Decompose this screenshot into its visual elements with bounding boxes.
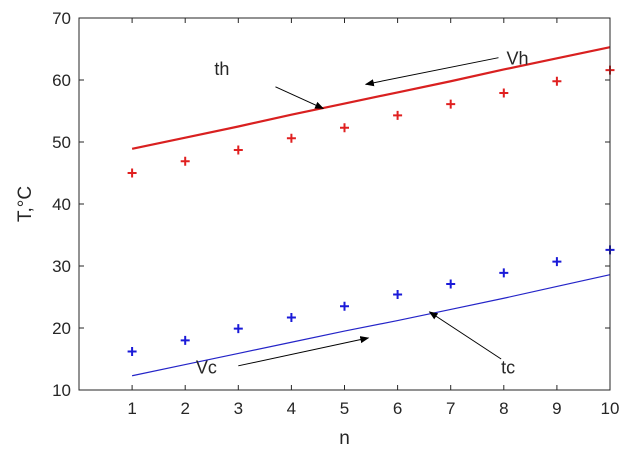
y-axis-label: T,°C [15, 186, 36, 222]
x-tick-label: 1 [127, 399, 136, 418]
x-tick-label: 6 [393, 399, 402, 418]
data-point-vh [286, 133, 296, 143]
data-point-vh [499, 88, 509, 98]
data-point-vc [446, 279, 456, 289]
annotation-label-vc: Vc [196, 358, 217, 378]
x-tick-label: 5 [340, 399, 349, 418]
data-point-vh [340, 123, 349, 133]
series-layer [127, 46, 615, 377]
y-tick-label: 40 [52, 195, 71, 214]
series-line-th [131, 46, 611, 150]
data-point-vc [286, 312, 296, 322]
data-point-vh [233, 145, 243, 155]
annotation-label-th: th [214, 59, 229, 79]
data-point-vc [233, 324, 243, 334]
y-tick-label: 10 [52, 381, 71, 400]
annotation-arrow-tc [428, 311, 502, 360]
data-point-vc [552, 257, 562, 267]
series-line-tc [131, 274, 611, 377]
annotation-label-tc: tc [501, 358, 515, 378]
data-point-vh [393, 110, 403, 120]
x-tick-label: 10 [601, 399, 619, 418]
data-point-vh [446, 99, 456, 109]
annotation-arrow-th [275, 86, 325, 109]
x-tick-label: 4 [287, 399, 296, 418]
plot-area [79, 18, 610, 390]
x-axis-label: n [339, 428, 350, 449]
data-point-vc [393, 290, 403, 300]
y-tick-label: 70 [52, 9, 71, 28]
y-tick-label: 20 [52, 319, 71, 338]
data-point-vc [127, 347, 137, 357]
annotation-layer: th Vh Vc tc [196, 48, 529, 377]
annotation-arrow-vh [364, 57, 499, 87]
x-tick-label: 2 [180, 399, 189, 418]
data-point-vh [127, 168, 137, 178]
data-point-vc [499, 268, 509, 278]
data-point-vh [180, 156, 190, 166]
x-tick-label: 9 [552, 399, 561, 418]
x-tick-label: 7 [446, 399, 455, 418]
tick-layer: 1 2 3 4 5 6 7 8 9 10 10 20 30 40 50 60 70 [52, 9, 619, 418]
y-tick-label: 30 [52, 257, 71, 276]
y-tick-label: 50 [52, 133, 71, 152]
annotation-arrow-vc [238, 336, 370, 367]
data-point-vc [180, 335, 190, 345]
x-tick-label: 8 [499, 399, 508, 418]
data-point-vh [552, 76, 562, 86]
data-point-vc [340, 301, 349, 311]
annotation-label-vh: Vh [506, 48, 528, 68]
y-tick-label: 60 [52, 71, 71, 90]
x-tick-label: 3 [234, 399, 243, 418]
